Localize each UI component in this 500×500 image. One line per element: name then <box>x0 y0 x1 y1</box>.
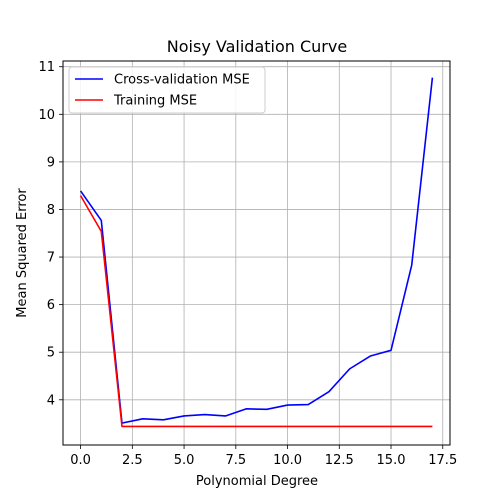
plot-area: 0.0 2.5 5.0 7.5 10.0 12.5 15.0 17.5 4 5 6 7 8 9 10 11 <box>38 60 457 468</box>
x-tick-label: 17.5 <box>428 453 457 468</box>
x-axis-ticks: 0.0 2.5 5.0 7.5 10.0 12.5 15.0 17.5 <box>70 445 457 468</box>
series-lines <box>79 77 434 428</box>
x-tick-label: 7.5 <box>225 453 246 468</box>
x-tick-label: 2.5 <box>122 453 143 468</box>
y-tick-label: 11 <box>38 60 55 75</box>
x-tick-label: 5.0 <box>174 453 195 468</box>
legend-box <box>68 66 266 114</box>
y-tick-label: 6 <box>47 298 55 313</box>
x-tick-label: 12.5 <box>325 453 354 468</box>
y-tick-label: 9 <box>47 155 55 170</box>
legend: Cross-validation MSE Training MSE <box>68 66 266 114</box>
plot-frame <box>62 60 451 446</box>
y-axis-ticks: 4 5 6 7 8 9 10 11 <box>38 60 63 408</box>
y-tick-label: 4 <box>47 393 55 408</box>
series-line-0 <box>79 77 434 424</box>
y-axis-title: Mean Squared Error <box>15 188 30 318</box>
legend-label: Cross-validation MSE <box>114 73 250 88</box>
x-tick-label: 0.0 <box>70 453 91 468</box>
x-tick-label: 15.0 <box>377 453 406 468</box>
y-tick-label: 5 <box>47 346 55 361</box>
chart-title: Noisy Validation Curve <box>167 37 347 56</box>
y-tick-label: 10 <box>38 108 55 123</box>
series-line-1 <box>79 195 433 428</box>
x-tick-label: 10.0 <box>273 453 302 468</box>
y-tick-label: 8 <box>47 203 55 218</box>
x-axis-title: Polynomial Degree <box>196 474 318 489</box>
y-tick-label: 7 <box>47 251 55 266</box>
legend-label: Training MSE <box>113 94 197 109</box>
